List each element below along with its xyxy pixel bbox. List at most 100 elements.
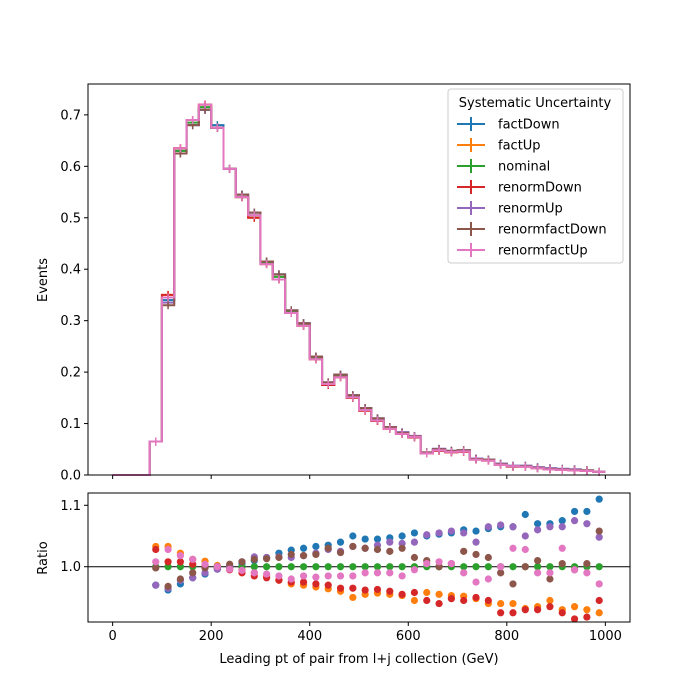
ratio-plot-frame bbox=[87, 492, 631, 623]
ratio-point-renormDown bbox=[324, 581, 332, 589]
ratio-point-nominal bbox=[324, 563, 332, 571]
ratio-point-renormfactDown bbox=[176, 575, 184, 583]
ratio-plot-panel: 1.0 1.1 0 200 400 600 800 1000 Ratio Leading p… bbox=[36, 492, 631, 667]
ratio-point-nominal bbox=[275, 563, 283, 571]
ratio-point-renormUp bbox=[521, 532, 529, 540]
ratio-point-renormfactDown bbox=[324, 544, 332, 552]
main-plot-panel: 0.0 0.1 0.2 0.3 0.4 0.5 0.6 0.7 Events bbox=[36, 83, 631, 484]
ratio-point-renormDown bbox=[410, 588, 419, 597]
ratio-point-nominal bbox=[250, 563, 258, 571]
ratio-point-nominal bbox=[312, 563, 320, 571]
ratio-point-renormfactUp bbox=[497, 563, 505, 571]
ratio-point-renormfactDown bbox=[484, 553, 492, 562]
main-plot-frame bbox=[87, 83, 631, 476]
ratio-point-renormfactDown bbox=[373, 545, 382, 554]
ratio-point-renormfactDown bbox=[349, 542, 357, 551]
ratio-point-nominal bbox=[595, 563, 603, 571]
ratio-point-renormDown bbox=[546, 603, 554, 611]
ratio-point-renormfactDown bbox=[386, 547, 394, 555]
ratio-point-renormDown bbox=[484, 596, 492, 605]
ratio-point-renormUp bbox=[472, 538, 480, 546]
main-y-tick-label: 0.7 bbox=[60, 108, 81, 123]
ratio-point-renormfactDown bbox=[509, 580, 517, 588]
ratio-point-renormfactUp bbox=[398, 572, 406, 580]
ratio-point-renormfactUp bbox=[509, 544, 517, 552]
legend-entry-renormfactUp: renormfactUp bbox=[457, 243, 588, 259]
ratio-point-renormfactUp bbox=[373, 569, 382, 577]
ratio-point-renormfactUp bbox=[299, 572, 308, 580]
ratio-point-factDown bbox=[336, 538, 345, 546]
ratio-point-renormfactUp bbox=[435, 558, 443, 566]
ratio-point-renormDown bbox=[152, 545, 160, 554]
legend-entry-factDown: factDown bbox=[457, 117, 560, 133]
ratio-point-renormfactDown bbox=[189, 569, 197, 577]
ratio-point-renormUp bbox=[152, 581, 160, 589]
ratio-point-nominal bbox=[299, 563, 308, 571]
legend-box bbox=[447, 88, 624, 264]
main-y-tick-label: 0.4 bbox=[60, 263, 81, 278]
main-y-tick-label: 0.0 bbox=[60, 469, 81, 484]
ratio-point-factUp bbox=[349, 593, 357, 602]
legend-label: renormfactUp bbox=[498, 244, 588, 259]
ratio-point-nominal bbox=[373, 563, 382, 571]
ratio-point-renormfactDown bbox=[299, 552, 308, 560]
ratio-point-renormfactUp bbox=[336, 572, 345, 580]
ratio-x-tick-label: 0 bbox=[108, 629, 116, 644]
ratio-point-nominal bbox=[484, 563, 492, 571]
ratio-point-renormfactUp bbox=[534, 569, 542, 577]
ratio-point-factDown bbox=[472, 527, 480, 535]
ratio-point-renormDown bbox=[349, 584, 357, 592]
legend-label: renormfactDown bbox=[498, 223, 607, 238]
legend-entry-renormUp: renormUp bbox=[457, 201, 563, 217]
ratio-point-renormDown bbox=[472, 593, 480, 602]
ratio-point-factDown bbox=[312, 542, 320, 551]
ratio-point-renormDown bbox=[509, 609, 517, 617]
ratio-point-factUp bbox=[546, 596, 554, 605]
ratio-point-renormDown bbox=[176, 558, 184, 566]
ratio-point-nominal bbox=[460, 563, 468, 571]
ratio-point-factDown bbox=[398, 532, 406, 540]
ratio-point-nominal bbox=[509, 563, 517, 571]
ratio-point-renormfactDown bbox=[583, 560, 591, 568]
ratio-point-renormfactDown bbox=[558, 560, 566, 568]
ratio-point-renormDown bbox=[312, 580, 320, 588]
ratio-point-nominal bbox=[361, 563, 369, 571]
ratio-point-factDown bbox=[521, 510, 529, 519]
main-x-axis bbox=[112, 475, 606, 479]
ratio-point-renormfactDown bbox=[152, 564, 160, 572]
ratio-point-renormfactUp bbox=[287, 575, 295, 583]
main-y-tick-label: 0.2 bbox=[60, 366, 81, 381]
main-y-tick-label: 0.6 bbox=[60, 160, 81, 175]
ratio-series-layer bbox=[88, 495, 630, 623]
ratio-point-factDown bbox=[361, 535, 369, 543]
ratio-point-renormfactDown bbox=[534, 556, 542, 565]
ratio-point-factDown bbox=[299, 544, 308, 552]
legend-entries: factDown factUp nominal renormDown renormUp r… bbox=[457, 117, 607, 259]
ratio-point-renormDown bbox=[423, 596, 431, 605]
ratio-point-renormfactDown bbox=[287, 550, 295, 559]
ratio-point-renormUp bbox=[534, 526, 542, 534]
legend-entry-factUp: factUp bbox=[457, 138, 541, 154]
ratio-point-renormfactUp bbox=[558, 544, 566, 552]
legend-entry-renormDown: renormDown bbox=[457, 180, 582, 196]
ratio-point-renormUp bbox=[484, 523, 492, 531]
ratio-point-renormDown bbox=[521, 606, 529, 614]
x-axis-label: Leading pt of pair from l+j collection (… bbox=[219, 652, 498, 667]
ratio-point-renormfactDown bbox=[312, 550, 320, 559]
ratio-point-nominal bbox=[336, 563, 345, 571]
ratio-point-nominal bbox=[349, 563, 357, 571]
ratio-point-renormUp bbox=[558, 523, 566, 531]
ratio-point-renormfactUp bbox=[312, 573, 320, 581]
ratio-point-renormfactUp bbox=[226, 565, 234, 573]
ratio-point-renormUp bbox=[435, 529, 443, 537]
ratio-point-renormUp bbox=[447, 527, 455, 535]
ratio-x-tick-label: 600 bbox=[396, 629, 421, 644]
ratio-point-renormfactUp bbox=[386, 569, 394, 577]
legend-label: factUp bbox=[498, 139, 541, 154]
ratio-point-renormfactUp bbox=[275, 572, 283, 580]
ratio-point-renormUp bbox=[497, 521, 505, 529]
ratio-point-factUp bbox=[570, 603, 579, 611]
ratio-x-tick-label: 800 bbox=[494, 629, 519, 644]
ratio-point-factUp bbox=[410, 596, 419, 605]
ratio-point-factUp bbox=[509, 599, 517, 608]
